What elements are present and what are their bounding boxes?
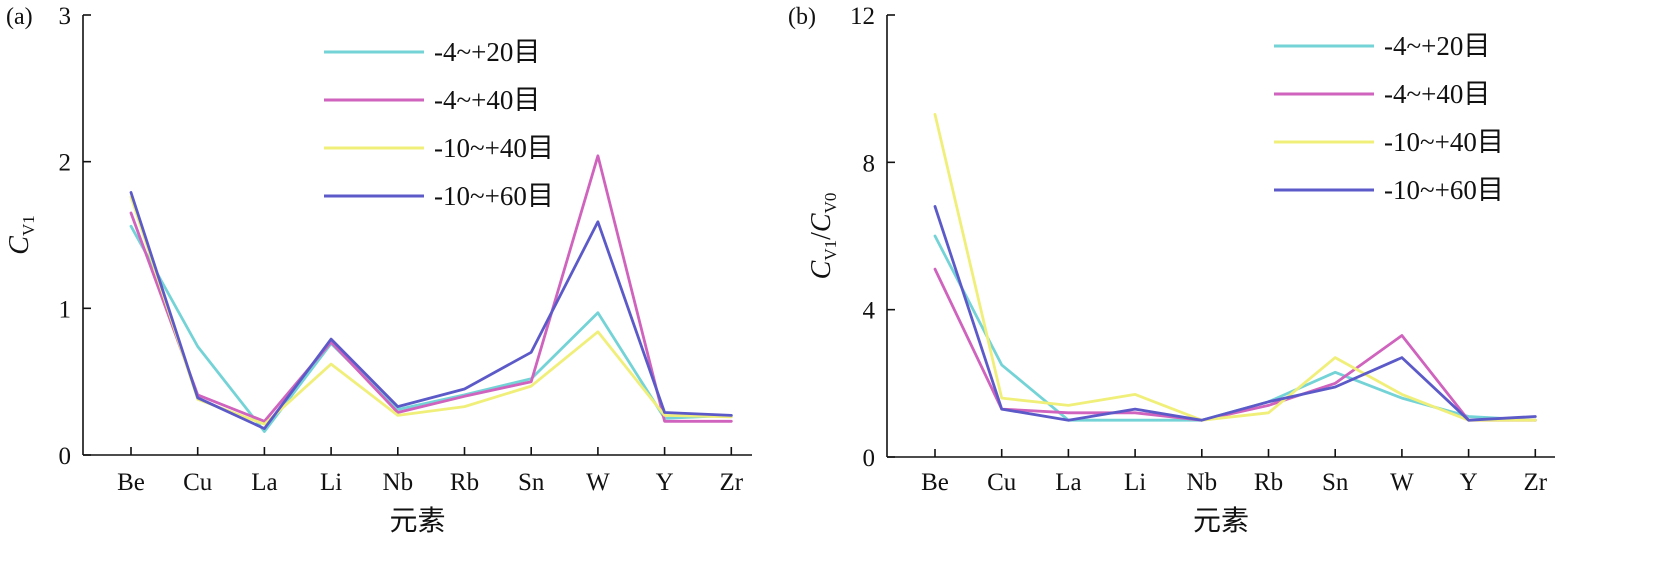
x-tick-label: La: [251, 469, 277, 496]
x-tick-label: Y: [1460, 469, 1478, 496]
legend-label: -4~+20目: [1384, 31, 1490, 61]
x-tick-label: Y: [656, 469, 674, 496]
series-line-1: [933, 267, 1537, 422]
series-line-1: [129, 154, 733, 423]
legend-label: -4~+20目: [434, 37, 540, 67]
x-tick-label: Cu: [987, 469, 1017, 496]
legend: -4~+20目 -4~+40目 -10~+40目 -10~+60目: [1274, 31, 1504, 205]
y-title-subscript: V1: [19, 215, 38, 236]
x-tick-label: Li: [320, 469, 342, 496]
legend-label: -4~+40目: [1384, 79, 1490, 109]
y-tick-label: 4: [863, 298, 876, 325]
x-tick-label: Be: [117, 469, 145, 496]
y-tick-label: 0: [59, 443, 72, 470]
x-tick-label: Be: [921, 469, 949, 496]
series-line-0: [129, 224, 733, 433]
panel-label: (b): [788, 4, 816, 30]
legend-label: -10~+60目: [434, 181, 554, 211]
y-tick-label: 2: [59, 150, 72, 177]
y-tick-label: 12: [850, 3, 875, 30]
x-axis-title: 元素: [1193, 505, 1249, 537]
y-title-subscript-2: V0: [821, 193, 840, 214]
x-tick-label: Zr: [719, 469, 743, 496]
x-tick-label: La: [1055, 469, 1081, 496]
y-axis-title: CV1/CV0: [806, 193, 840, 280]
series-line-3: [933, 205, 1537, 422]
x-tick-label: Rb: [450, 469, 479, 496]
y-title-symbol: C: [806, 260, 837, 279]
series-line-2: [129, 195, 733, 426]
y-title-symbol: C: [4, 236, 35, 255]
y-tick-label: 0: [863, 445, 876, 472]
y-tick-label: 1: [59, 296, 72, 323]
y-title-slash: /: [806, 232, 837, 240]
x-tick-label: Cu: [183, 469, 213, 496]
y-tick-label: 3: [59, 3, 72, 30]
x-tick-label: Rb: [1254, 469, 1283, 496]
y-axis-title: CV1: [4, 215, 38, 254]
legend-label: -10~+40目: [1384, 127, 1504, 157]
x-tick-label: W: [586, 469, 610, 496]
x-axis-title: 元素: [389, 505, 445, 537]
x-tick-label: Nb: [1187, 469, 1218, 496]
series-line-3: [129, 191, 733, 431]
legend-label: -10~+60目: [1384, 175, 1504, 205]
y-tick-label: 8: [863, 150, 876, 177]
y-title-symbol-2: C: [806, 213, 837, 232]
x-tick-label: Sn: [518, 469, 545, 496]
legend: -4~+20目 -4~+40目 -10~+40目 -10~+60目: [324, 37, 554, 211]
series-line-2: [933, 113, 1537, 422]
x-tick-label: Sn: [1322, 469, 1349, 496]
x-tick-label: Zr: [1523, 469, 1547, 496]
x-tick-label: Li: [1124, 469, 1146, 496]
legend-label: -10~+40目: [434, 133, 554, 163]
x-tick-label: W: [1390, 469, 1414, 496]
panel-label: (a): [6, 4, 33, 30]
legend-label: -4~+40目: [434, 85, 540, 115]
y-title-subscript: V1: [821, 240, 840, 261]
x-tick-label: Nb: [383, 469, 414, 496]
